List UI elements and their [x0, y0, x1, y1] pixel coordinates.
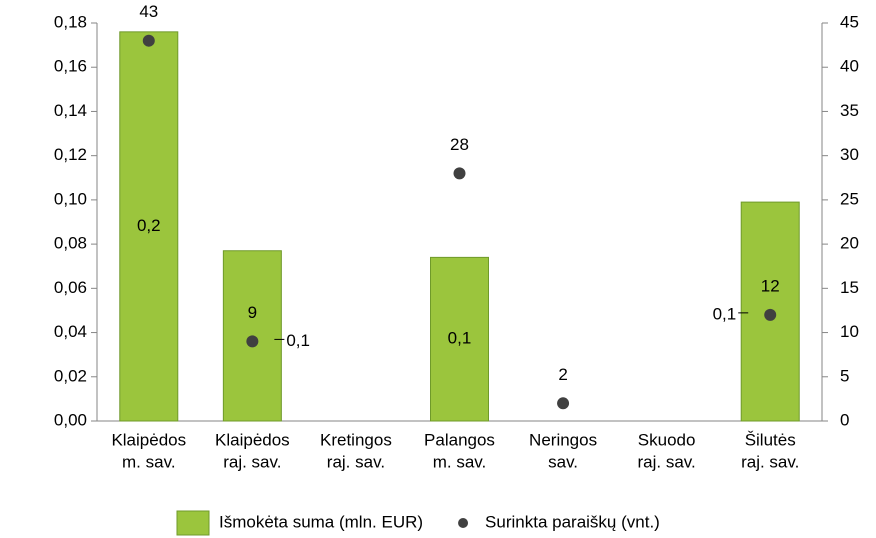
y-tick-label: 0,16	[54, 57, 87, 76]
x-tick-label: Kretingos	[320, 430, 392, 449]
bar-value-label: 0,1	[713, 304, 737, 323]
point	[453, 167, 466, 180]
y2-tick-label: 10	[840, 322, 859, 341]
y-tick-label: 0,18	[54, 12, 87, 31]
x-tick-label: m. sav.	[122, 452, 176, 471]
x-tick-label: sav.	[548, 452, 578, 471]
bar-value-label: 0,2	[137, 216, 161, 235]
y-tick-label: 0,00	[54, 410, 87, 429]
y2-tick-label: 30	[840, 145, 859, 164]
y-tick-label: 0,14	[54, 101, 87, 120]
point-value-label: 9	[248, 303, 257, 322]
x-tick-label: raj. sav.	[638, 452, 696, 471]
x-tick-label: Šilutės	[745, 430, 796, 449]
y-tick-label: 0,06	[54, 278, 87, 297]
legend-label: Surinkta paraiškų (vnt.)	[485, 512, 660, 531]
bar	[119, 31, 179, 422]
y-tick-label: 0,02	[54, 366, 87, 385]
bar-value-label: 0,1	[286, 331, 310, 350]
x-tick-label: raj. sav.	[741, 452, 799, 471]
x-tick-label: Neringos	[529, 430, 597, 449]
x-tick-label: Palangos	[424, 430, 495, 449]
y2-tick-label: 15	[840, 278, 859, 297]
bar	[430, 256, 489, 422]
point-value-label: 12	[761, 276, 780, 295]
bar-value-label: 0,1	[448, 329, 472, 348]
y-tick-label: 0,08	[54, 234, 87, 253]
x-tick-label: m. sav.	[433, 452, 487, 471]
x-tick-label: raj. sav.	[327, 452, 385, 471]
y-tick-label: 0,10	[54, 189, 87, 208]
y2-tick-label: 40	[840, 57, 859, 76]
x-tick-label: Klaipėdos	[111, 430, 186, 449]
y2-tick-label: 5	[840, 366, 849, 385]
point	[246, 335, 259, 348]
point	[142, 34, 155, 47]
y2-tick-label: 0	[840, 410, 849, 429]
legend-swatch	[176, 510, 210, 536]
y2-tick-label: 20	[840, 234, 859, 253]
x-tick-label: raj. sav.	[223, 452, 281, 471]
point-value-label: 28	[450, 135, 469, 154]
point-value-label: 43	[139, 2, 158, 21]
legend-swatch	[458, 518, 469, 528]
x-tick-label: Skuodo	[638, 430, 696, 449]
point	[557, 397, 570, 410]
y2-tick-label: 25	[840, 189, 859, 208]
y-tick-label: 0,04	[54, 322, 87, 341]
legend-label: Išmokėta suma (mln. EUR)	[219, 512, 423, 531]
y-tick-label: 0,12	[54, 145, 87, 164]
point-value-label: 2	[558, 365, 567, 384]
y2-tick-label: 35	[840, 101, 859, 120]
y2-tick-label: 45	[840, 12, 859, 31]
x-tick-label: Klaipėdos	[215, 430, 290, 449]
point	[764, 308, 777, 321]
